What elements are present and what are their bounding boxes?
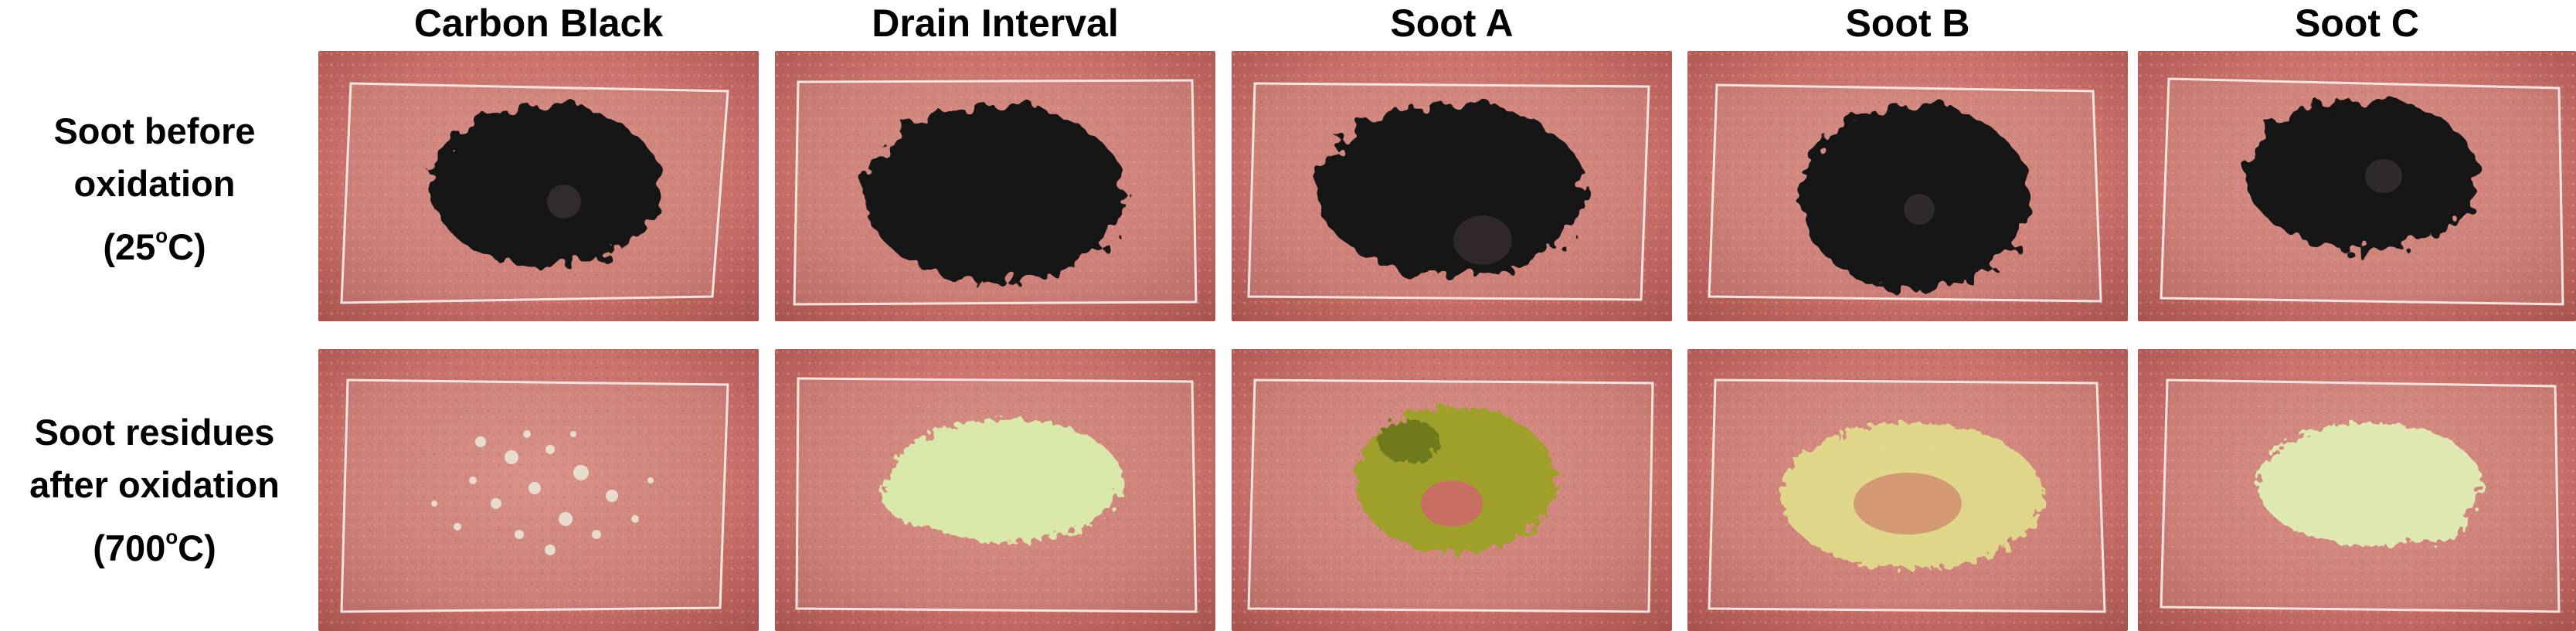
photo-soot-a-before xyxy=(1232,51,1672,321)
photo-soot-b-before xyxy=(1687,51,2128,321)
row-label-temperature: (25oC) xyxy=(103,226,206,267)
degree-mark: o xyxy=(165,526,178,548)
degree-mark: o xyxy=(155,226,168,248)
row-label-after-oxidation: Soot residues after oxidation (700oC) xyxy=(0,349,309,631)
row-label-line: oxidation xyxy=(73,163,236,205)
photo-carbon-black-before xyxy=(318,51,759,321)
row-label-before-oxidation: Soot before oxidation (25oC) xyxy=(0,54,309,324)
column-header-soot-b: Soot B xyxy=(1845,2,1970,45)
row-label-line: after oxidation xyxy=(29,463,280,505)
photo-drain-interval-before xyxy=(775,51,1215,321)
photo-soot-b-after xyxy=(1687,349,2128,631)
photo-carbon-black-after xyxy=(318,349,759,631)
column-header-soot-c: Soot C xyxy=(2294,2,2420,45)
photo-soot-c-after xyxy=(2138,349,2576,631)
row-label-line: Soot residues xyxy=(34,411,275,453)
row-label-line: Soot before xyxy=(53,110,256,152)
photo-soot-a-after xyxy=(1232,349,1672,631)
photo-soot-c-before xyxy=(2138,51,2576,321)
column-header-drain-interval: Drain Interval xyxy=(872,2,1119,45)
photo-drain-interval-after xyxy=(775,349,1215,631)
column-header-soot-a: Soot A xyxy=(1390,2,1514,45)
column-header-carbon-black: Carbon Black xyxy=(413,2,664,45)
row-label-temperature: (700oC) xyxy=(93,526,216,568)
